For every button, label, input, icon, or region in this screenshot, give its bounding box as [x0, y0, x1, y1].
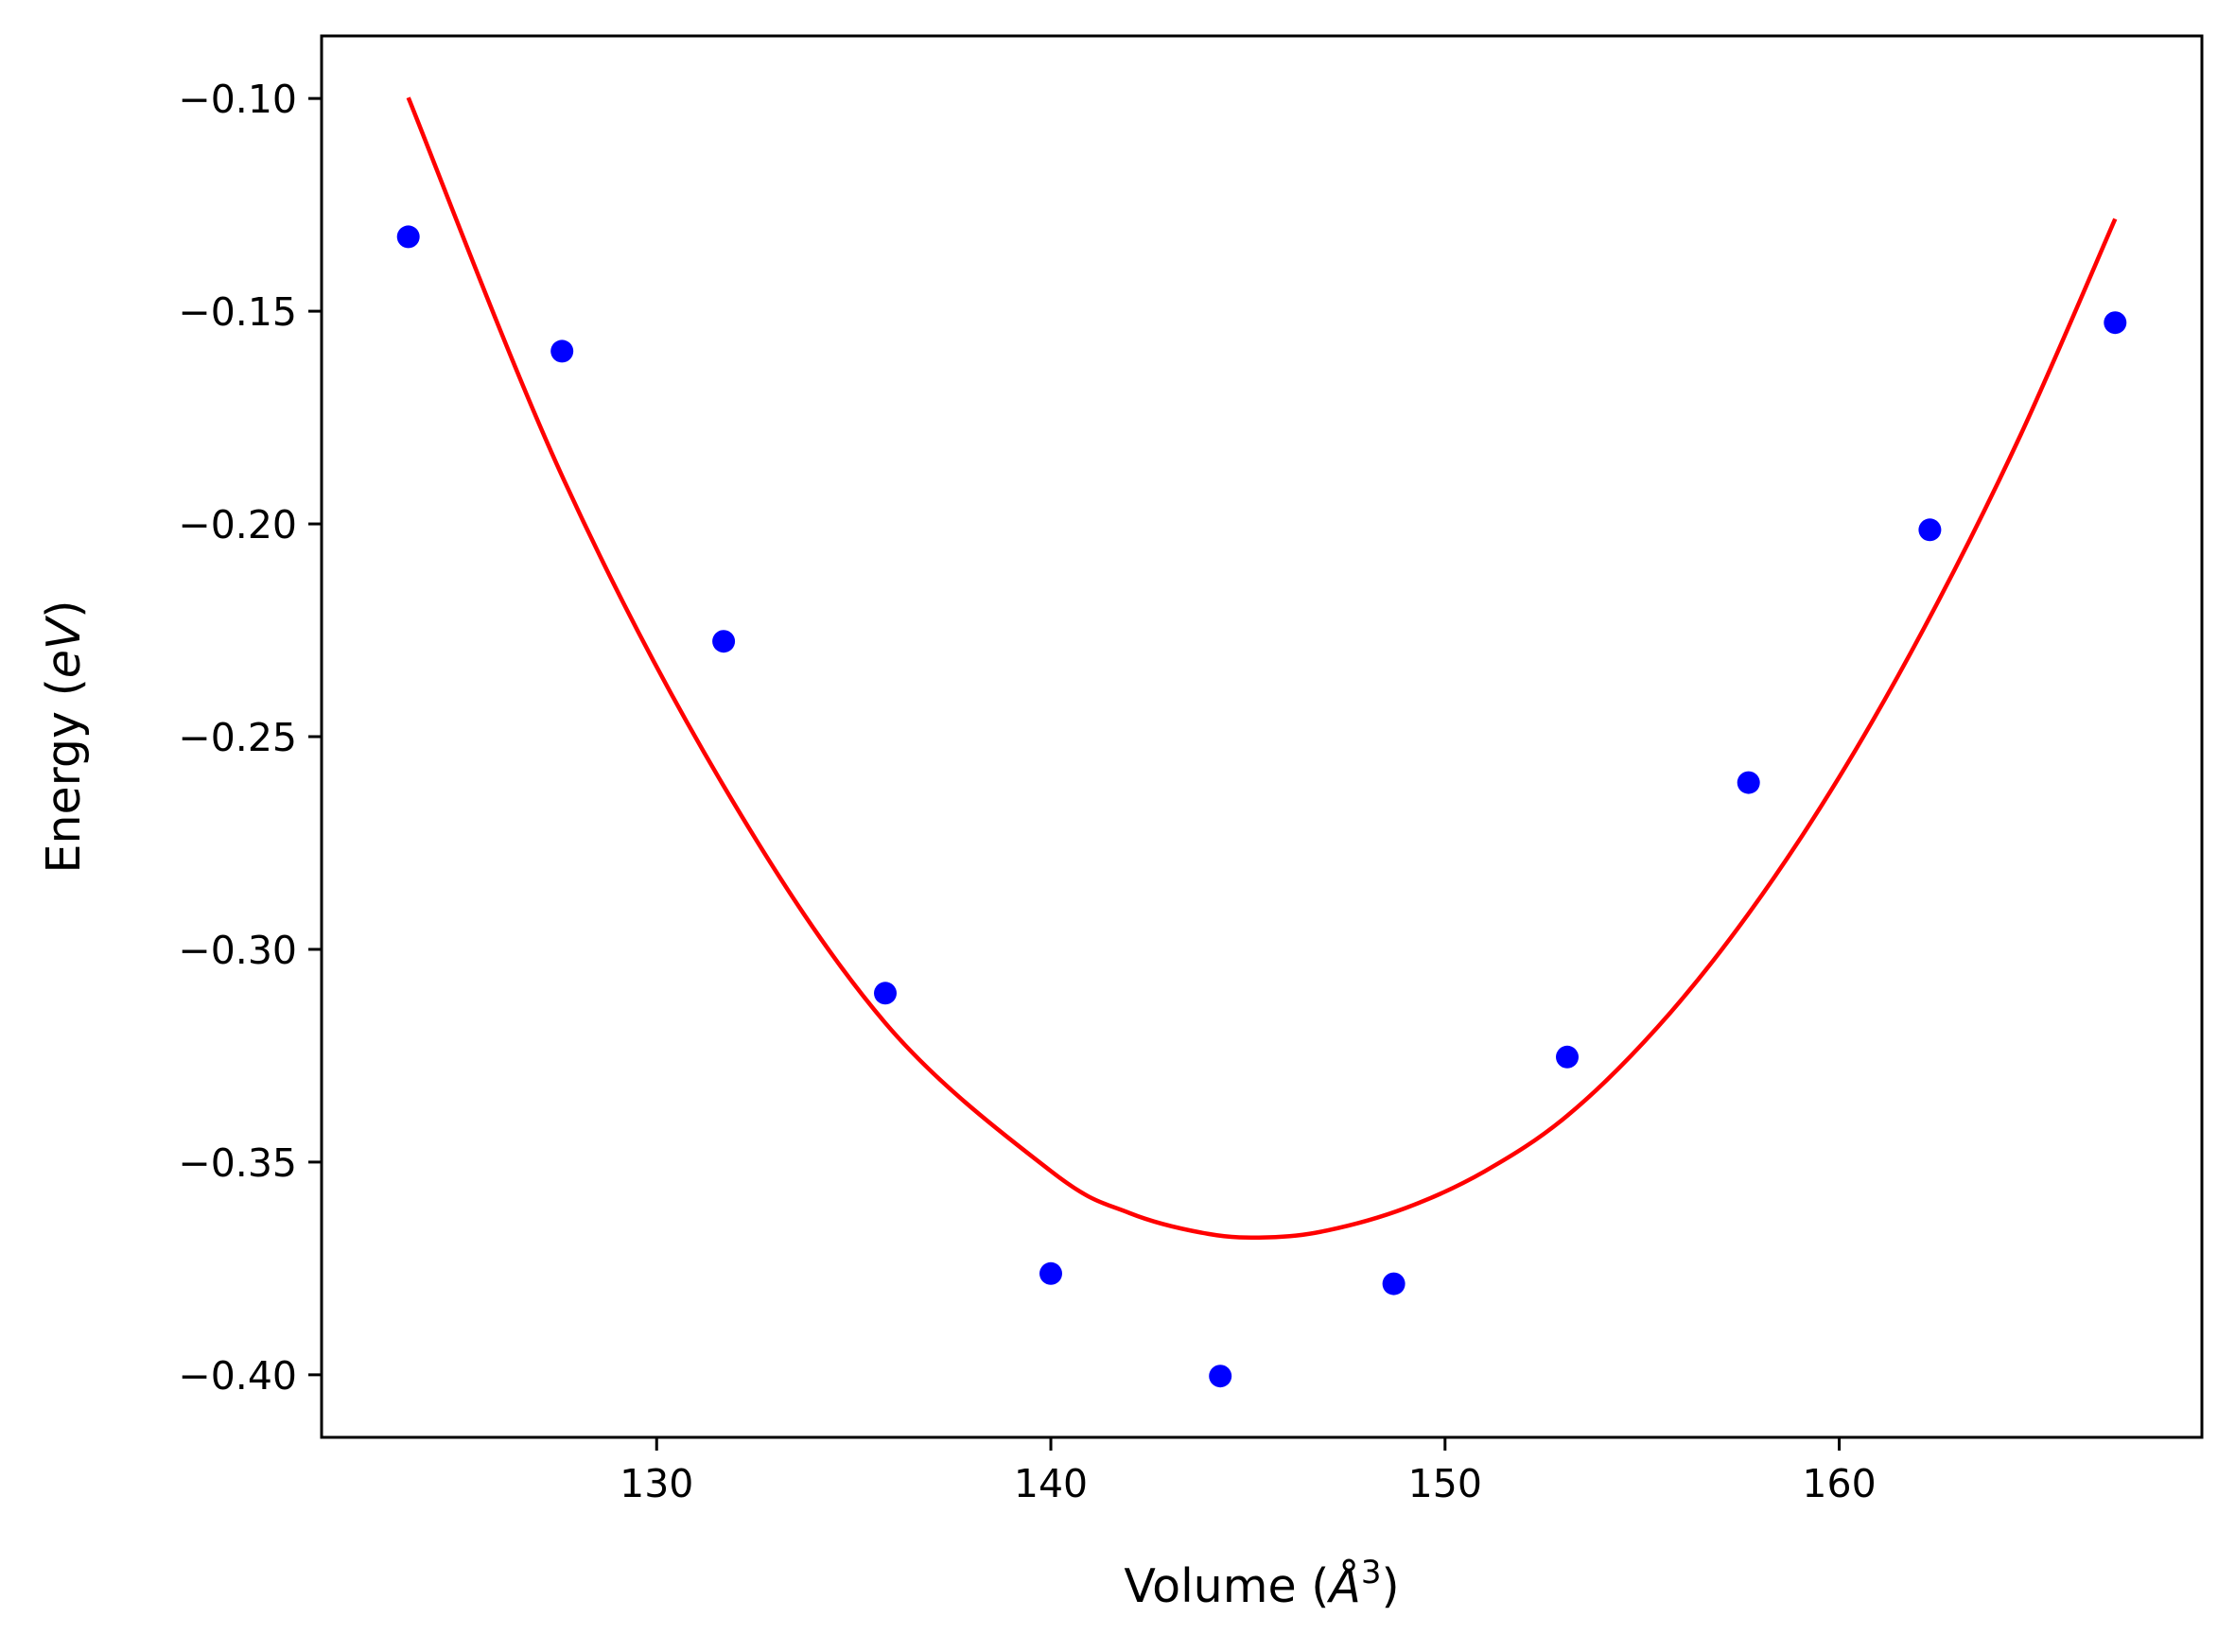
x-tick-label: 140 [1014, 1461, 1088, 1506]
data-point [1737, 771, 1760, 794]
y-tick-label: −0.40 [178, 1353, 297, 1399]
x-tick-label: 160 [1802, 1461, 1876, 1506]
data-point [874, 982, 897, 1005]
data-point [2104, 311, 2127, 335]
data-point [1039, 1261, 1062, 1285]
y-tick-label: −0.20 [178, 502, 297, 548]
y-tick-label: −0.15 [178, 289, 297, 335]
plot-layer [396, 96, 2127, 1388]
y-axis-label: Energy (eV) [37, 600, 91, 873]
ticks-layer: 130 140 150 160 −0.10 −0.15 −0.20 −0.25 −0.30 −0.… [178, 77, 1876, 1506]
y-tick-label: −0.30 [178, 928, 297, 973]
data-point [712, 630, 736, 653]
y-tick-label: −0.35 [178, 1140, 297, 1186]
y-tick-label: −0.10 [178, 77, 297, 122]
data-point [1918, 518, 1942, 542]
data-point [1209, 1365, 1232, 1388]
y-tick-label: −0.25 [178, 715, 297, 760]
data-point [1556, 1045, 1579, 1069]
x-axis-label: Volume (Å3) [1124, 1554, 1399, 1613]
x-tick-label: 150 [1408, 1461, 1482, 1506]
data-point [396, 225, 420, 249]
data-point [550, 339, 574, 363]
data-point [1382, 1272, 1406, 1296]
x-tick-label: 130 [620, 1461, 693, 1506]
fit-curve [406, 96, 2118, 1241]
